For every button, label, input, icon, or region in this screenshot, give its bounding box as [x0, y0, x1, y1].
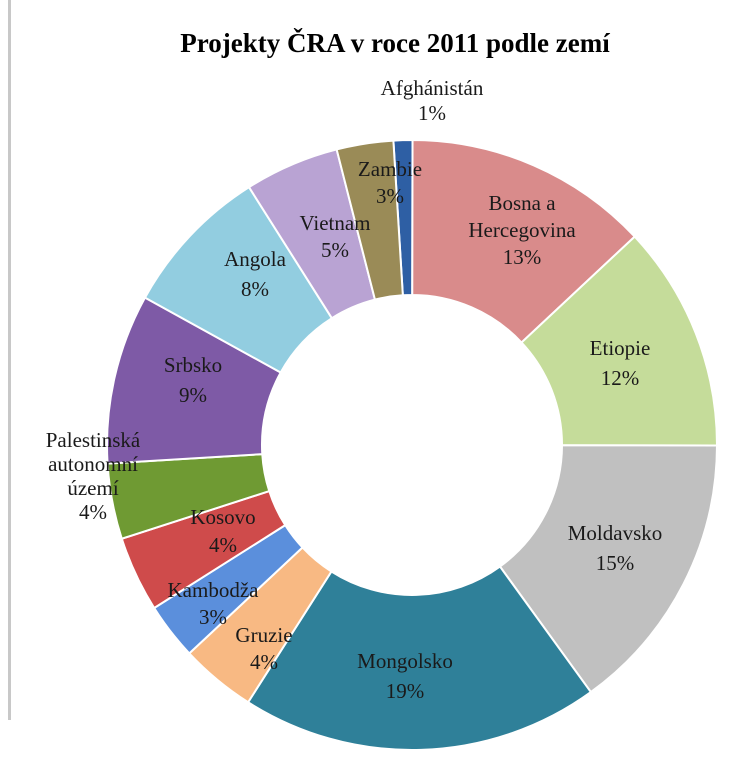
left-border-line: [8, 0, 11, 720]
slice-label: Moldavsko 15%: [568, 521, 663, 575]
slice-label: Zambie 3%: [358, 157, 422, 208]
slice-label: Gruzie 4%: [235, 623, 292, 674]
slice-label: Angola 8%: [224, 247, 287, 301]
slice-label: Vietnam 5%: [299, 211, 370, 262]
chart-title: Projekty ČRA v roce 2011 podle zemí: [180, 28, 610, 58]
chart-slices: [106, 138, 719, 751]
slice-zambie: [335, 139, 404, 301]
slice-label: Bosna a Hercegovina 13%: [468, 191, 576, 269]
slice-label: Mongolsko 19%: [357, 649, 453, 703]
slice-label: Kosovo 4%: [190, 505, 255, 557]
slice-label: Etiopie 12%: [590, 336, 651, 390]
slice-label: Srbsko 9%: [164, 353, 222, 407]
slice-label: Palestinská autonomní území 4%: [46, 428, 141, 524]
slice-mongolsko: [246, 565, 593, 751]
slice-label: Kambodža 3%: [168, 578, 260, 629]
slice-moldavsko: [498, 444, 719, 694]
slice-label: Afghánistán 1%: [381, 76, 484, 125]
slice-bosna-a-hercegovina: [411, 138, 637, 344]
chart-labels: Afghánistán 1% Bosna a Hercegovina 13% Etiopi…: [46, 76, 663, 703]
